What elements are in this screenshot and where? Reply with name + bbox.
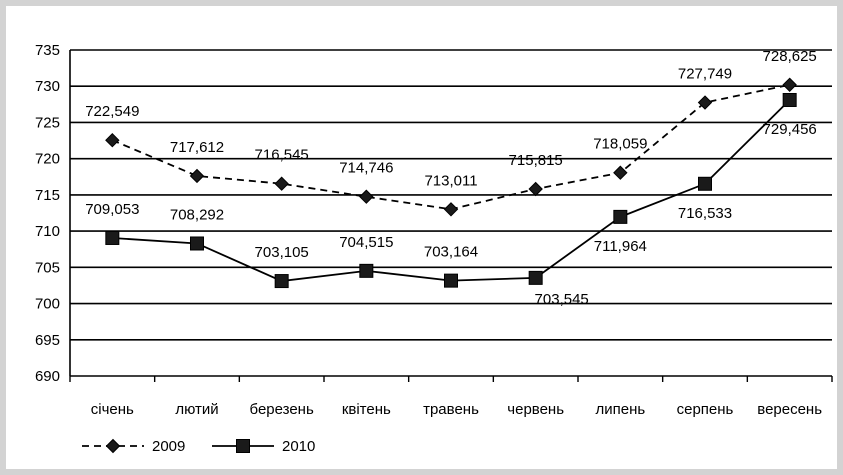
y-tick-label: 715 bbox=[35, 187, 60, 204]
data-label-2010: 729,456 bbox=[763, 121, 817, 138]
legend-marker-2010 bbox=[236, 439, 250, 453]
data-point-2009 bbox=[359, 189, 374, 204]
x-tick-label: липень bbox=[595, 401, 645, 418]
x-tick-label: вересень bbox=[757, 401, 822, 418]
y-tick-label: 735 bbox=[35, 42, 60, 59]
data-point-2009 bbox=[528, 181, 543, 197]
data-point-2010 bbox=[782, 92, 797, 107]
data-point-2010 bbox=[105, 230, 120, 245]
data-point-2009 bbox=[697, 95, 713, 110]
x-tick-label: січень bbox=[91, 401, 134, 418]
data-label-2009: 722,549 bbox=[85, 103, 139, 120]
data-label-2009: 715,815 bbox=[509, 152, 563, 169]
data-point-2010 bbox=[274, 274, 289, 289]
x-tick-label: травень bbox=[423, 401, 479, 418]
data-point-2009 bbox=[105, 132, 120, 148]
data-point-2009 bbox=[443, 202, 459, 217]
y-tick-label: 710 bbox=[35, 223, 60, 240]
data-label-2010: 703,164 bbox=[424, 244, 478, 261]
data-point-2009 bbox=[613, 165, 628, 180]
y-tick-label: 690 bbox=[35, 368, 60, 385]
legend-marker-2009 bbox=[105, 438, 121, 454]
y-tick-label: 705 bbox=[35, 259, 60, 276]
y-tick-label: 720 bbox=[35, 151, 60, 168]
data-label-2009: 717,612 bbox=[170, 139, 224, 156]
data-point-2010 bbox=[528, 270, 543, 285]
data-label-2009: 728,625 bbox=[763, 48, 817, 65]
data-label-2010: 708,292 bbox=[170, 206, 224, 223]
x-tick-label: лютий bbox=[175, 401, 218, 418]
data-label-2010: 709,053 bbox=[85, 201, 139, 218]
data-label-2009: 718,059 bbox=[593, 136, 647, 153]
y-tick-label: 725 bbox=[35, 114, 60, 131]
data-label-2009: 716,545 bbox=[255, 147, 309, 164]
data-label-2009: 727,749 bbox=[678, 66, 732, 83]
x-tick-label: серпень bbox=[677, 401, 734, 418]
data-label-2009: 713,011 bbox=[424, 172, 477, 189]
y-tick-label: 700 bbox=[35, 296, 60, 313]
data-label-2010: 703,105 bbox=[255, 244, 309, 261]
data-label-2010: 716,533 bbox=[678, 205, 732, 222]
x-tick-label: квітень bbox=[342, 401, 391, 418]
data-label-2009: 714,746 bbox=[339, 160, 393, 177]
x-tick-label: березень bbox=[250, 401, 314, 418]
y-tick-label: 695 bbox=[35, 332, 60, 349]
y-tick-label: 730 bbox=[35, 78, 60, 95]
data-point-2009 bbox=[189, 168, 205, 184]
data-point-2010 bbox=[190, 236, 204, 251]
x-tick-label: червень bbox=[507, 401, 564, 418]
data-label-2010: 711,964 bbox=[594, 238, 647, 255]
data-point-2010 bbox=[444, 273, 458, 288]
data-label-2010: 703,545 bbox=[535, 291, 589, 308]
data-point-2009 bbox=[274, 176, 289, 191]
legend-label-2010: 2010 bbox=[282, 438, 315, 455]
data-label-2010: 704,515 bbox=[339, 234, 393, 251]
data-point-2010 bbox=[613, 209, 628, 224]
data-point-2010 bbox=[698, 176, 712, 191]
data-point-2010 bbox=[359, 263, 374, 278]
legend-label-2009: 2009 bbox=[152, 438, 185, 455]
data-point-2009 bbox=[782, 77, 797, 92]
